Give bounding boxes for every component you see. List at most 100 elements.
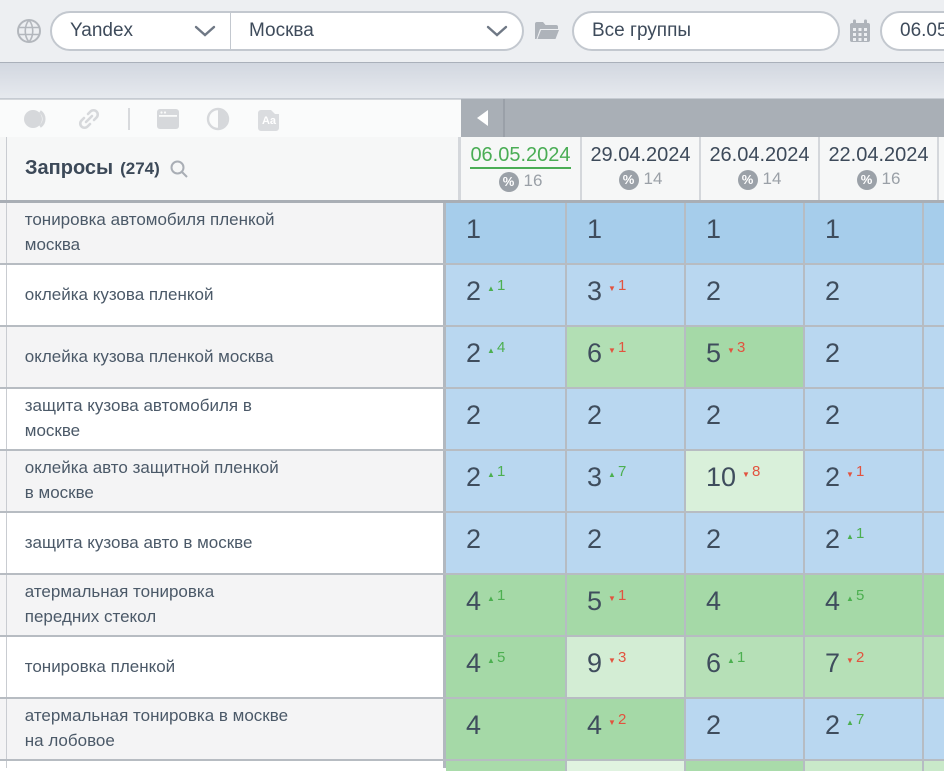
groups-select[interactable]: Все группы <box>572 11 840 51</box>
arrow-down-icon: ▼ <box>608 284 616 293</box>
font-icon[interactable]: Aa <box>256 107 282 131</box>
position-cell <box>922 761 944 771</box>
positions-table: Запросы (274) 06.05.2024% 16 29.04.2024% 14… <box>0 137 944 771</box>
date-link[interactable]: 26.04.2024 <box>709 144 810 166</box>
link-icon[interactable] <box>76 106 102 132</box>
position-cell: 9 ▼ 3 <box>565 637 684 697</box>
position-cell: 2 <box>684 513 803 573</box>
row-gutter <box>0 265 7 325</box>
queries-header: Запросы (274) <box>7 137 458 200</box>
row-gutter <box>0 451 7 511</box>
toolbar-divider <box>128 107 130 130</box>
target-icon[interactable] <box>22 107 50 131</box>
position-cell: 4 ▲ 5 <box>446 637 565 697</box>
date-link[interactable]: 06.05.2024 <box>470 143 571 169</box>
region-select[interactable]: Москва <box>231 13 522 49</box>
date-column-header[interactable]: 06.05.2024% 16 <box>461 137 580 200</box>
arrow-up-icon: ▲ <box>608 470 616 479</box>
date-link[interactable]: 22.04.2024 <box>828 144 929 166</box>
search-engine-region-group: Yandex Москва <box>50 11 524 51</box>
position-cell: 6 ▲ 1 <box>684 637 803 697</box>
position-cell: 2 <box>565 513 684 573</box>
percent-badge-icon[interactable]: % <box>737 170 758 190</box>
chevron-down-icon <box>486 25 508 37</box>
arrow-down-icon: ▼ <box>727 346 735 355</box>
chevron-down-icon <box>194 25 216 37</box>
calendar-icon[interactable] <box>848 19 872 43</box>
font-icon-label: Aa <box>262 115 277 127</box>
collapse-left-icon[interactable] <box>477 110 488 126</box>
change-indicator: ▲ 1 <box>487 587 506 604</box>
row-gutter <box>0 761 7 768</box>
arrow-up-icon: ▲ <box>487 284 495 293</box>
date-count: 14 <box>762 169 782 188</box>
position-cell: 4 ▲ 1 <box>446 575 565 635</box>
queries-title: Запросы <box>25 157 114 179</box>
date-column-header[interactable]: 29.04.2024% 14 <box>580 137 699 200</box>
position-cell: 2 <box>684 699 803 759</box>
groups-value: Все группы <box>592 20 692 41</box>
position-cell: 4 ▲ 5 <box>803 575 922 635</box>
date-value: 06.05. <box>900 20 944 41</box>
contrast-icon[interactable] <box>206 107 230 131</box>
table-row-partial <box>0 761 944 771</box>
topbar: Yandex Москва Все группы 06.05. <box>0 0 944 62</box>
percent-badge-icon[interactable]: % <box>618 170 639 190</box>
date-input[interactable]: 06.05. <box>880 11 944 51</box>
search-engine-select[interactable]: Yandex <box>52 13 231 49</box>
percent-badge-icon[interactable]: % <box>498 172 519 192</box>
change-indicator: ▼ 1 <box>608 277 627 294</box>
position-cell <box>922 327 944 387</box>
position-cell: 5 ▼ 1 <box>565 575 684 635</box>
date-count: 14 <box>643 169 663 188</box>
table-row: оклейка кузова пленкой москва 2 ▲ 4 6 ▼ 1 5 ▼ 3 2 <box>0 327 944 389</box>
change-indicator: ▲ 1 <box>487 277 506 294</box>
query-cell[interactable]: оклейка кузова пленкой <box>6 265 444 325</box>
position-cell: 2 ▲ 1 <box>446 265 565 325</box>
date-link[interactable]: 29.04.2024 <box>590 144 691 166</box>
query-cell[interactable]: оклейка авто защитной пленкой в москве <box>6 451 444 511</box>
position-cell: 4 <box>446 699 565 759</box>
arrow-up-icon: ▲ <box>487 594 495 603</box>
query-cell[interactable]: тонировка пленкой <box>6 637 444 697</box>
position-cell <box>922 451 944 511</box>
query-cell[interactable]: атермальная тонировка передних стекол <box>6 575 444 635</box>
date-column-header[interactable]: 22.04.2024% 16 <box>818 137 937 200</box>
search-icon[interactable] <box>169 159 189 179</box>
date-column-header[interactable]: 26.04.2024% 14 <box>699 137 818 200</box>
query-cell[interactable]: тонировка автомобиля пленкой москва <box>6 203 444 263</box>
row-gutter <box>0 389 7 449</box>
table-row: защита кузова авто в москве 2 2 2 2 ▲ 1 <box>0 513 944 575</box>
query-cell[interactable]: защита кузова авто в москве <box>6 513 444 573</box>
query-cell[interactable]: защита кузова автомобиля в москве <box>6 389 444 449</box>
position-cell: 2 <box>803 327 922 387</box>
window-icon[interactable] <box>156 108 180 130</box>
column-splitter <box>443 327 446 387</box>
column-splitter <box>443 699 446 759</box>
table-row: тонировка автомобиля пленкой москва 1 1 1 1 <box>0 203 944 265</box>
percent-badge-icon[interactable]: % <box>856 170 877 190</box>
region-value: Москва <box>249 20 314 41</box>
table-row: защита кузова автомобиля в москве 2 2 2 2 <box>0 389 944 451</box>
position-cell: 1 <box>684 203 803 263</box>
position-cell: 1 <box>565 203 684 263</box>
change-indicator: ▼ 1 <box>608 339 627 356</box>
change-indicator: ▼ 1 <box>608 587 627 604</box>
query-cell[interactable]: оклейка кузова пленкой москва <box>6 327 444 387</box>
collapse-panel <box>461 99 944 137</box>
row-gutter <box>0 327 7 387</box>
change-indicator: ▼ 2 <box>846 649 865 666</box>
query-cell[interactable]: атермальная тонировка в москве на лобово… <box>6 699 444 759</box>
column-splitter <box>443 637 446 697</box>
position-cell <box>922 203 944 263</box>
arrow-up-icon: ▲ <box>487 656 495 665</box>
band-divider <box>0 62 944 99</box>
arrow-down-icon: ▼ <box>608 718 616 727</box>
position-cell: 2 <box>803 265 922 325</box>
table-body: тонировка автомобиля пленкой москва 1 1 1 1 о… <box>0 203 944 771</box>
change-indicator: ▲ 1 <box>727 649 746 666</box>
change-indicator: ▼ 8 <box>742 463 761 480</box>
folder-icon[interactable] <box>534 20 560 42</box>
position-cell <box>922 637 944 697</box>
change-indicator: ▲ 1 <box>487 463 506 480</box>
